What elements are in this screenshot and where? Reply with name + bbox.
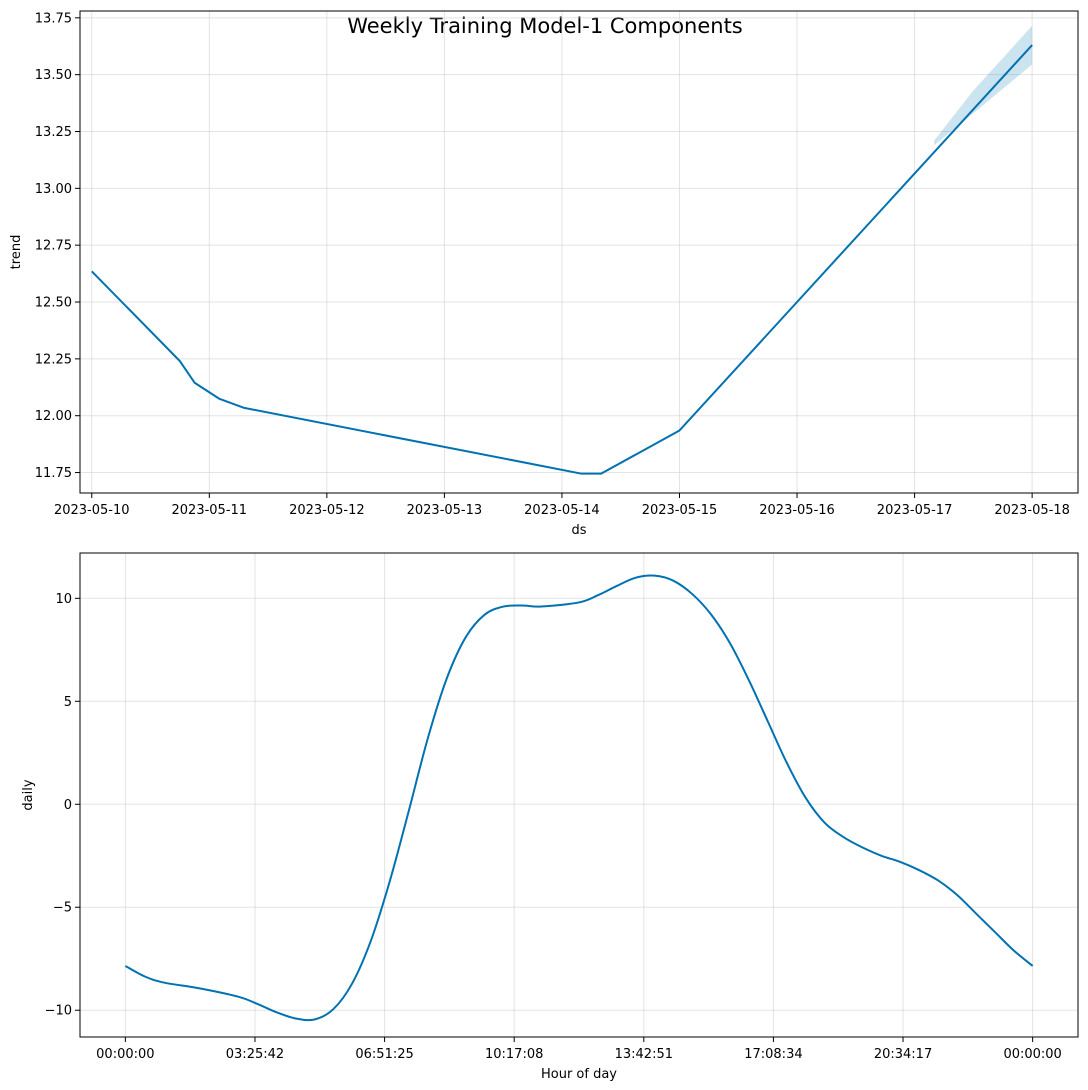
x-tick-label: 00:00:00 [1003,1047,1061,1062]
y-tick-label: 10 [55,592,72,607]
x-tick-label: 2023-05-18 [994,503,1070,518]
x-axis-label: ds [571,523,586,538]
y-tick-label: 12.75 [35,239,72,254]
y-tick-label: 5 [64,695,72,710]
y-tick-label: −10 [45,1004,72,1019]
y-tick-label: 12.50 [35,296,72,311]
x-tick-label: 06:51:25 [355,1047,413,1062]
y-axis-label: trend [9,235,24,270]
series-line [124,574,1034,1022]
x-tick-label: 10:17:08 [485,1047,543,1062]
x-tick-label: 2023-05-16 [759,503,835,518]
x-tick-label: 03:25:42 [226,1047,284,1062]
y-tick-label: 12.00 [35,409,72,424]
x-tick-label: 2023-05-13 [407,503,483,518]
y-tick-label: −5 [53,901,72,916]
y-tick-label: 11.75 [35,466,72,481]
y-axis-label: daily [21,779,36,810]
y-tick-label: 13.50 [35,68,72,83]
x-tick-label: 2023-05-12 [289,503,365,518]
uncertainty-band [934,25,1033,146]
x-tick-label: 2023-05-11 [172,503,248,518]
x-tick-label: 2023-05-14 [524,503,600,518]
trend-panel: 2023-05-10 2023-05-11 2023-05-12 2023-05-13… [9,10,1079,538]
x-tick-label: 00:00:00 [96,1047,154,1062]
y-tick-label: 13.25 [35,125,72,140]
x-tick-label: 2023-05-10 [54,503,130,518]
y-tick-label: 12.25 [35,352,72,367]
x-tick-label: 20:34:17 [874,1047,932,1062]
daily-panel: 00:00:00 03:25:42 06:51:25 10:17:08 13:42:51… [21,552,1079,1082]
axes-frame [79,552,1079,1038]
axes-frame [79,10,1079,494]
x-tick-label: 13:42:51 [615,1047,673,1062]
y-tick-label: 13.75 [35,11,72,26]
y-tick-label: 0 [64,798,72,813]
x-axis-label: Hour of day [541,1067,617,1082]
series-line [91,44,1033,475]
x-tick-label: 2023-05-15 [642,503,718,518]
x-tick-label: 17:08:34 [744,1047,802,1062]
y-tick-label: 13.00 [35,182,72,197]
x-tick-label: 2023-05-17 [877,503,953,518]
